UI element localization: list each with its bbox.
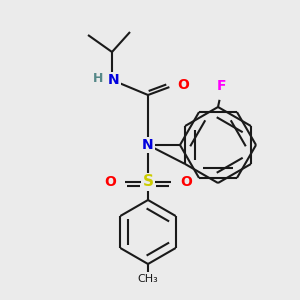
Text: F: F <box>216 79 226 93</box>
Text: N: N <box>142 138 154 152</box>
Text: CH₃: CH₃ <box>138 274 158 284</box>
Text: N: N <box>108 73 120 87</box>
Text: S: S <box>142 175 154 190</box>
Text: O: O <box>177 78 189 92</box>
Text: O: O <box>104 175 116 189</box>
Text: H: H <box>93 73 103 85</box>
Text: O: O <box>180 175 192 189</box>
